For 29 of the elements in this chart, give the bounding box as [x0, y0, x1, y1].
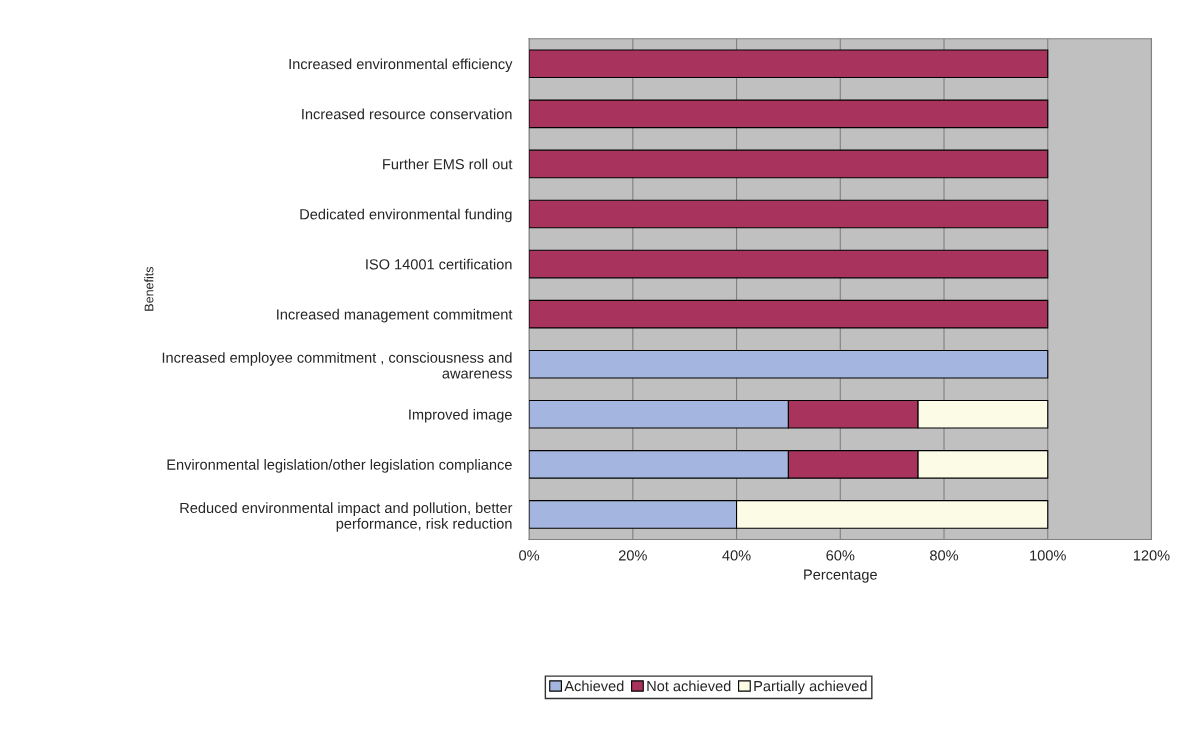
x-tick-label: 40% [722, 550, 751, 561]
bar [529, 149, 1049, 179]
x-tick-label: 20% [618, 550, 647, 561]
x-tick-label: 80% [930, 550, 959, 561]
x-tick-label: 60% [826, 550, 855, 561]
bar [529, 349, 1049, 379]
y-tick-label: Environmental legislation/other legislation compliance [167, 459, 512, 473]
x-tick-label: 100% [1030, 550, 1066, 561]
bar [529, 99, 1049, 129]
bar [529, 249, 1049, 279]
y-tick-label: Increased management commitment [277, 308, 513, 323]
y-tick-label: Improved image [409, 409, 512, 423]
bar [529, 49, 1049, 79]
legend-label: Partially achieved [754, 680, 867, 695]
y-axis-title: Benefits [144, 266, 154, 311]
x-tick-label: 0% [519, 550, 540, 561]
y-tick-label: Increased employee commitment , consciousness and awareness [162, 352, 512, 379]
y-tick-label: Dedicated environmental funding [300, 208, 512, 223]
y-tick-label: Increased environmental efficiency [289, 58, 513, 73]
legend-label: Not achieved [647, 680, 731, 692]
legend-label: Achieved [564, 680, 624, 692]
bar [529, 299, 1049, 329]
x-tick-label: 120% [1133, 550, 1170, 561]
y-tick-label: Further EMS roll out [383, 158, 513, 170]
y-tick-label: ISO 14001 certification [366, 258, 512, 270]
x-axis-title: Percentage [804, 569, 877, 583]
y-tick-label: Increased resource conservation [302, 108, 512, 120]
y-tick-label: Reduced environmental impact and pollution, better performance, risk reduction [180, 502, 513, 532]
bar [529, 199, 1049, 229]
